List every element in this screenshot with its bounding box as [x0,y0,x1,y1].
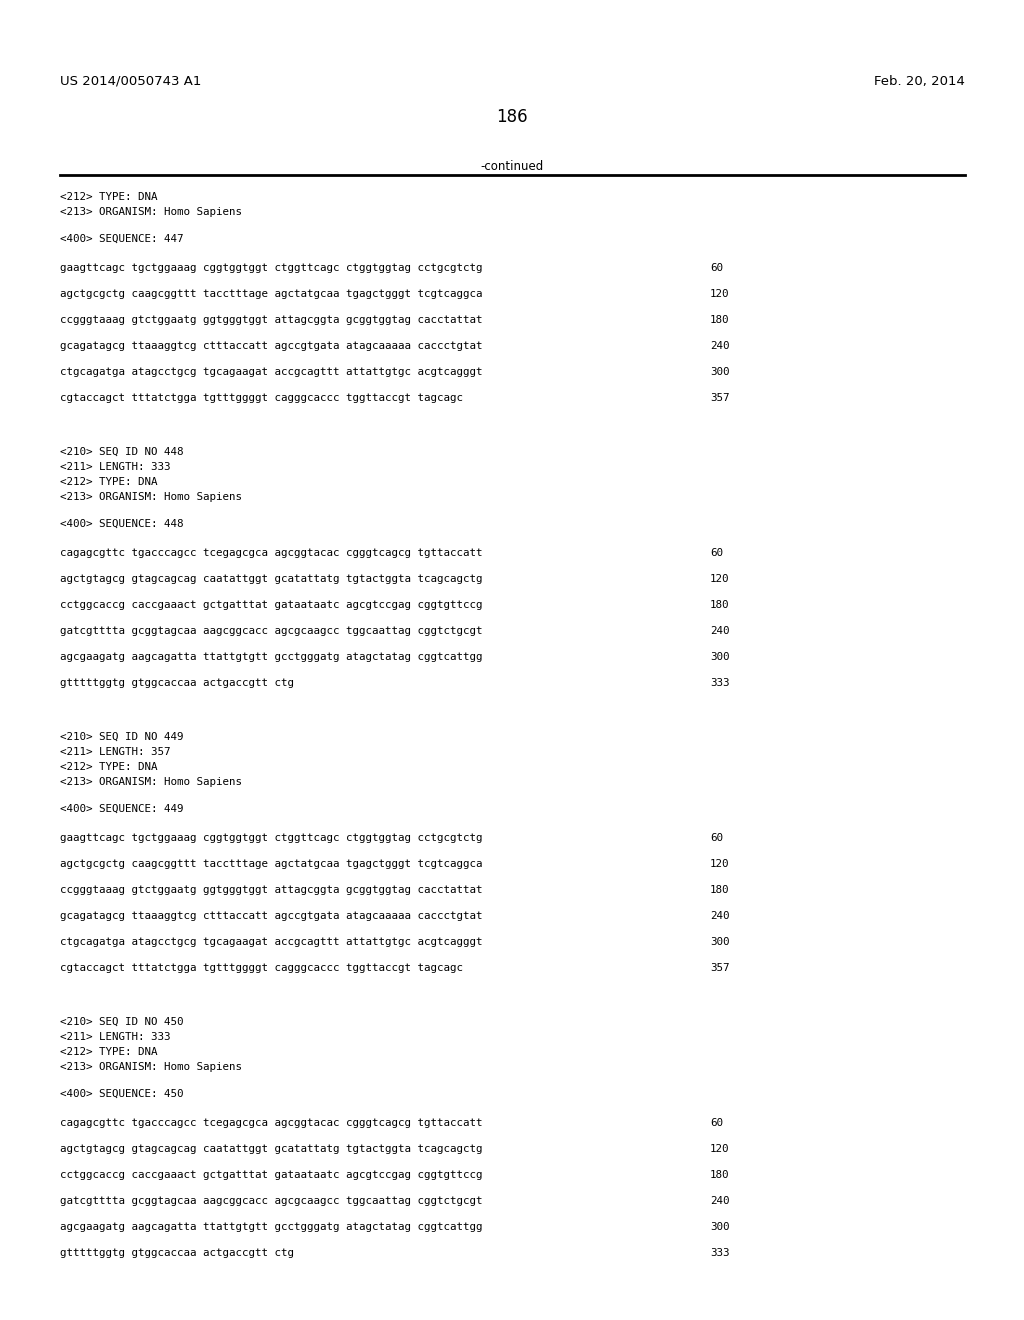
Text: -continued: -continued [480,160,544,173]
Text: 240: 240 [710,341,729,351]
Text: Feb. 20, 2014: Feb. 20, 2014 [874,75,965,88]
Text: 60: 60 [710,263,723,273]
Text: 333: 333 [710,678,729,688]
Text: 180: 180 [710,601,729,610]
Text: 357: 357 [710,964,729,973]
Text: 300: 300 [710,367,729,378]
Text: 120: 120 [710,289,729,300]
Text: ccgggtaaag gtctggaatg ggtgggtggt attagcggta gcggtggtag cacctattat: ccgggtaaag gtctggaatg ggtgggtggt attagcg… [60,884,482,895]
Text: gatcgtttta gcggtagcaa aagcggcacc agcgcaagcc tggcaattag cggtctgcgt: gatcgtttta gcggtagcaa aagcggcacc agcgcaa… [60,626,482,636]
Text: 240: 240 [710,626,729,636]
Text: ctgcagatga atagcctgcg tgcagaagat accgcagttt attattgtgc acgtcagggt: ctgcagatga atagcctgcg tgcagaagat accgcag… [60,367,482,378]
Text: 186: 186 [497,108,527,125]
Text: 120: 120 [710,859,729,869]
Text: 180: 180 [710,884,729,895]
Text: ctgcagatga atagcctgcg tgcagaagat accgcagttt attattgtgc acgtcagggt: ctgcagatga atagcctgcg tgcagaagat accgcag… [60,937,482,946]
Text: gatcgtttta gcggtagcaa aagcggcacc agcgcaagcc tggcaattag cggtctgcgt: gatcgtttta gcggtagcaa aagcggcacc agcgcaa… [60,1196,482,1206]
Text: 240: 240 [710,911,729,921]
Text: <212> TYPE: DNA: <212> TYPE: DNA [60,1047,158,1057]
Text: <212> TYPE: DNA: <212> TYPE: DNA [60,191,158,202]
Text: <211> LENGTH: 333: <211> LENGTH: 333 [60,1032,171,1041]
Text: agctgcgctg caagcggttt tacctttage agctatgcaa tgagctgggt tcgtcaggca: agctgcgctg caagcggttt tacctttage agctatg… [60,859,482,869]
Text: cgtaccagct tttatctgga tgtttggggt cagggcaccc tggttaccgt tagcagc: cgtaccagct tttatctgga tgtttggggt cagggca… [60,964,463,973]
Text: <213> ORGANISM: Homo Sapiens: <213> ORGANISM: Homo Sapiens [60,492,242,502]
Text: 180: 180 [710,315,729,325]
Text: <210> SEQ ID NO 448: <210> SEQ ID NO 448 [60,447,183,457]
Text: 357: 357 [710,393,729,403]
Text: cctggcaccg caccgaaact gctgatttat gataataatc agcgtccgag cggtgttccg: cctggcaccg caccgaaact gctgatttat gataata… [60,601,482,610]
Text: agctgtagcg gtagcagcag caatattggt gcatattatg tgtactggta tcagcagctg: agctgtagcg gtagcagcag caatattggt gcatatt… [60,1144,482,1154]
Text: agctgtagcg gtagcagcag caatattggt gcatattatg tgtactggta tcagcagctg: agctgtagcg gtagcagcag caatattggt gcatatt… [60,574,482,583]
Text: 300: 300 [710,937,729,946]
Text: 300: 300 [710,1222,729,1232]
Text: <400> SEQUENCE: 447: <400> SEQUENCE: 447 [60,234,183,244]
Text: <211> LENGTH: 333: <211> LENGTH: 333 [60,462,171,473]
Text: gcagatagcg ttaaaggtcg ctttaccatt agccgtgata atagcaaaaa caccctgtat: gcagatagcg ttaaaggtcg ctttaccatt agccgtg… [60,911,482,921]
Text: <211> LENGTH: 357: <211> LENGTH: 357 [60,747,171,756]
Text: <213> ORGANISM: Homo Sapiens: <213> ORGANISM: Homo Sapiens [60,1063,242,1072]
Text: cagagcgttc tgacccagcc tcegagcgca agcggtacac cgggtcagcg tgttaccatt: cagagcgttc tgacccagcc tcegagcgca agcggta… [60,1118,482,1129]
Text: 60: 60 [710,833,723,843]
Text: 60: 60 [710,548,723,558]
Text: <400> SEQUENCE: 448: <400> SEQUENCE: 448 [60,519,183,529]
Text: 120: 120 [710,574,729,583]
Text: ccgggtaaag gtctggaatg ggtgggtggt attagcggta gcggtggtag cacctattat: ccgggtaaag gtctggaatg ggtgggtggt attagcg… [60,315,482,325]
Text: <212> TYPE: DNA: <212> TYPE: DNA [60,477,158,487]
Text: <400> SEQUENCE: 450: <400> SEQUENCE: 450 [60,1089,183,1100]
Text: <213> ORGANISM: Homo Sapiens: <213> ORGANISM: Homo Sapiens [60,207,242,216]
Text: <213> ORGANISM: Homo Sapiens: <213> ORGANISM: Homo Sapiens [60,777,242,787]
Text: US 2014/0050743 A1: US 2014/0050743 A1 [60,75,202,88]
Text: 240: 240 [710,1196,729,1206]
Text: agctgcgctg caagcggttt tacctttage agctatgcaa tgagctgggt tcgtcaggca: agctgcgctg caagcggttt tacctttage agctatg… [60,289,482,300]
Text: 60: 60 [710,1118,723,1129]
Text: 180: 180 [710,1170,729,1180]
Text: cgtaccagct tttatctgga tgtttggggt cagggcaccc tggttaccgt tagcagc: cgtaccagct tttatctgga tgtttggggt cagggca… [60,393,463,403]
Text: cctggcaccg caccgaaact gctgatttat gataataatc agcgtccgag cggtgttccg: cctggcaccg caccgaaact gctgatttat gataata… [60,1170,482,1180]
Text: <400> SEQUENCE: 449: <400> SEQUENCE: 449 [60,804,183,814]
Text: gaagttcagc tgctggaaag cggtggtggt ctggttcagc ctggtggtag cctgcgtctg: gaagttcagc tgctggaaag cggtggtggt ctggttc… [60,833,482,843]
Text: <210> SEQ ID NO 450: <210> SEQ ID NO 450 [60,1016,183,1027]
Text: 300: 300 [710,652,729,663]
Text: gtttttggtg gtggcaccaa actgaccgtt ctg: gtttttggtg gtggcaccaa actgaccgtt ctg [60,678,294,688]
Text: cagagcgttc tgacccagcc tcegagcgca agcggtacac cgggtcagcg tgttaccatt: cagagcgttc tgacccagcc tcegagcgca agcggta… [60,548,482,558]
Text: gtttttggtg gtggcaccaa actgaccgtt ctg: gtttttggtg gtggcaccaa actgaccgtt ctg [60,1247,294,1258]
Text: gcagatagcg ttaaaggtcg ctttaccatt agccgtgata atagcaaaaa caccctgtat: gcagatagcg ttaaaggtcg ctttaccatt agccgtg… [60,341,482,351]
Text: 120: 120 [710,1144,729,1154]
Text: agcgaagatg aagcagatta ttattgtgtt gcctgggatg atagctatag cggtcattgg: agcgaagatg aagcagatta ttattgtgtt gcctggg… [60,652,482,663]
Text: gaagttcagc tgctggaaag cggtggtggt ctggttcagc ctggtggtag cctgcgtctg: gaagttcagc tgctggaaag cggtggtggt ctggttc… [60,263,482,273]
Text: 333: 333 [710,1247,729,1258]
Text: agcgaagatg aagcagatta ttattgtgtt gcctgggatg atagctatag cggtcattgg: agcgaagatg aagcagatta ttattgtgtt gcctggg… [60,1222,482,1232]
Text: <212> TYPE: DNA: <212> TYPE: DNA [60,762,158,772]
Text: <210> SEQ ID NO 449: <210> SEQ ID NO 449 [60,733,183,742]
